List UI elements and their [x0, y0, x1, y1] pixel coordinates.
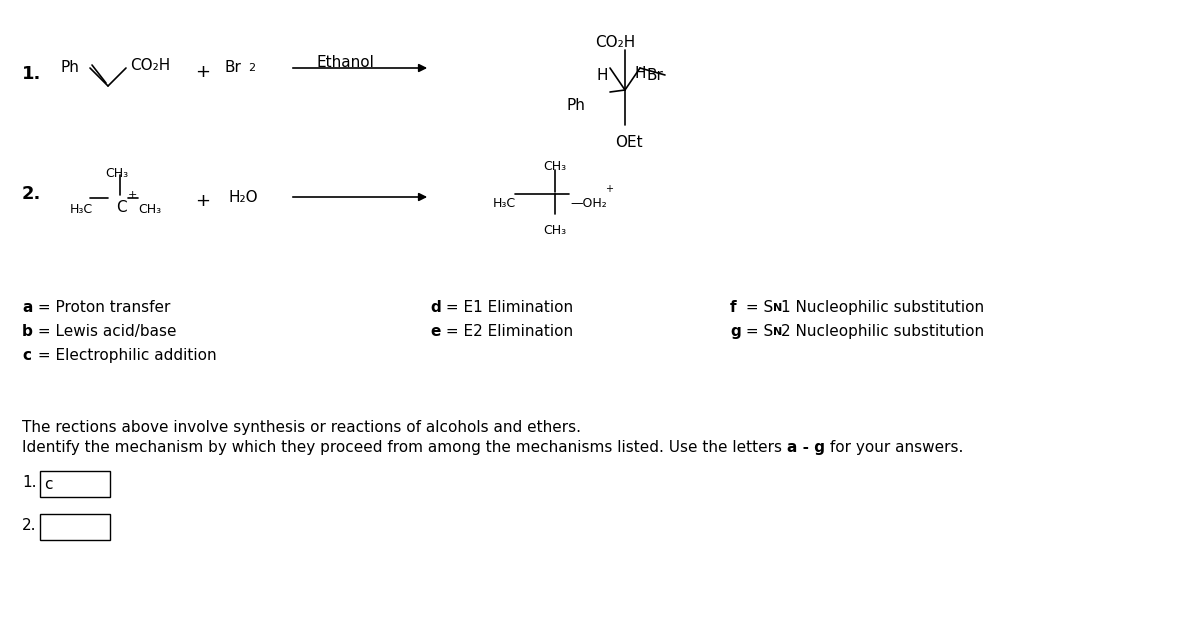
Text: CH₃: CH₃: [138, 203, 161, 216]
Text: C: C: [116, 200, 127, 215]
Text: 1 Nucleophilic substitution: 1 Nucleophilic substitution: [781, 300, 984, 315]
Text: OEt: OEt: [616, 135, 643, 150]
Text: a: a: [22, 300, 32, 315]
Text: Identify the mechanism by which they proceed from among the mechanisms listed. U: Identify the mechanism by which they pro…: [22, 440, 787, 455]
Text: = Lewis acid/base: = Lewis acid/base: [34, 324, 176, 339]
Text: +: +: [605, 184, 613, 194]
Text: CH₃: CH₃: [542, 224, 566, 237]
Text: e: e: [430, 324, 440, 339]
Text: +: +: [128, 190, 137, 200]
Text: Br: Br: [647, 68, 664, 83]
Text: c: c: [22, 348, 31, 363]
Text: = Proton transfer: = Proton transfer: [34, 300, 170, 315]
Text: a - g: a - g: [787, 440, 824, 455]
Text: H₂O: H₂O: [228, 190, 258, 205]
Text: N: N: [773, 303, 782, 313]
Text: CH₃: CH₃: [542, 160, 566, 173]
Text: for your answers.: for your answers.: [824, 440, 964, 455]
Text: = E2 Elimination: = E2 Elimination: [442, 324, 574, 339]
Text: c: c: [44, 477, 53, 492]
Text: The rections above involve synthesis or reactions of alcohols and ethers.: The rections above involve synthesis or …: [22, 420, 581, 435]
FancyBboxPatch shape: [40, 471, 110, 497]
Text: d: d: [430, 300, 440, 315]
Text: = Electrophilic addition: = Electrophilic addition: [34, 348, 217, 363]
Text: = S: = S: [742, 324, 773, 339]
Text: g: g: [730, 324, 740, 339]
Text: 2 Nucleophilic substitution: 2 Nucleophilic substitution: [781, 324, 984, 339]
Text: H: H: [598, 68, 608, 83]
Text: —OH₂: —OH₂: [570, 197, 607, 210]
Text: CO₂H: CO₂H: [595, 35, 635, 50]
Text: 2.: 2.: [22, 518, 36, 533]
Text: 1.: 1.: [22, 65, 41, 83]
Text: CH₃: CH₃: [106, 167, 128, 180]
Text: H₃C: H₃C: [493, 197, 516, 210]
Text: 2.: 2.: [22, 185, 41, 203]
Text: Ph: Ph: [568, 98, 586, 113]
Text: b: b: [22, 324, 32, 339]
Text: = E1 Elimination: = E1 Elimination: [442, 300, 574, 315]
Text: f: f: [730, 300, 737, 315]
Text: 2: 2: [248, 63, 256, 73]
Text: Br: Br: [226, 60, 242, 75]
Text: H: H: [635, 66, 647, 81]
Text: = S: = S: [742, 300, 773, 315]
Text: CO₂H: CO₂H: [130, 58, 170, 73]
Text: Ethanol: Ethanol: [316, 55, 374, 70]
Text: a - g: a - g: [787, 440, 824, 455]
Text: H₃C: H₃C: [70, 203, 94, 216]
Text: +: +: [194, 63, 210, 81]
Text: Identify the mechanism by which they proceed from among the mechanisms listed. U: Identify the mechanism by which they pro…: [22, 440, 787, 455]
Text: +: +: [194, 192, 210, 210]
Text: N: N: [773, 327, 782, 337]
Text: Ph: Ph: [60, 60, 79, 75]
Text: 1.: 1.: [22, 475, 36, 490]
FancyBboxPatch shape: [40, 514, 110, 540]
